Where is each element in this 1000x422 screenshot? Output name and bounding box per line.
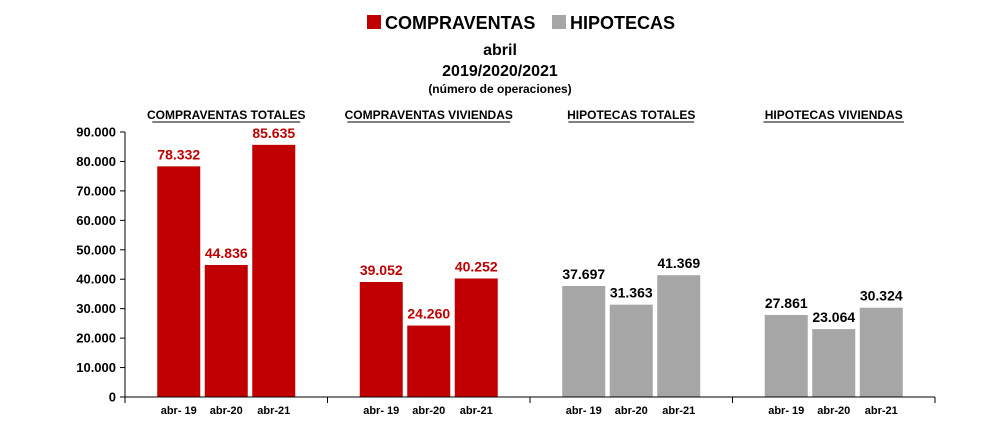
x-tick-label: abr- 19 [363, 405, 399, 417]
y-tick-label: 20.000 [76, 331, 116, 346]
group-title: HIPOTECAS VIVIENDAS [765, 108, 903, 122]
x-tick-label: abr- 19 [768, 405, 804, 417]
legend-label-2: HIPOTECAS [570, 13, 675, 33]
y-tick-label: 10.000 [76, 360, 116, 375]
y-tick-label: 60.000 [76, 213, 116, 228]
legend-swatch-1 [367, 15, 381, 29]
y-axis: 0 10.000 20.000 30.000 40.000 50.000 60.000 70.… [76, 125, 126, 405]
bar-value-label: 31.363 [610, 285, 653, 301]
group-title: HIPOTECAS TOTALES [567, 108, 695, 122]
chart-subtitle: (número de operaciones) [428, 82, 571, 96]
bar-value-label: 44.836 [205, 245, 248, 261]
bar [204, 264, 248, 397]
bar [407, 325, 451, 397]
bar [764, 314, 808, 397]
bar-value-label: 27.861 [765, 295, 808, 311]
bar-group-3: HIPOTECAS TOTALES 37.697 abr- 19 31.363 abr-… [562, 108, 700, 417]
x-tick-label: abr-20 [615, 405, 648, 417]
bar-value-label: 78.332 [157, 146, 200, 162]
group-title: COMPRAVENTAS TOTALES [147, 108, 305, 122]
y-tick-label: 90.000 [76, 125, 116, 140]
bar [157, 166, 201, 397]
y-tick-label: 50.000 [76, 242, 116, 257]
x-tick-label: abr-20 [210, 405, 243, 417]
y-tick-label: 40.000 [76, 272, 116, 287]
bar [359, 282, 403, 397]
bar-group-2: COMPRAVENTAS VIVIENDAS 39.052 abr- 19 24.26… [345, 108, 513, 417]
chart-title-month: abril [483, 42, 517, 59]
y-tick-label: 0 [109, 390, 116, 405]
x-tick-label: abr-21 [460, 405, 493, 417]
x-tick-label: abr-21 [662, 405, 695, 417]
bar [252, 144, 296, 397]
bar [859, 307, 903, 397]
bar [454, 278, 498, 397]
y-tick-label: 30.000 [76, 301, 116, 316]
y-tick-label: 80.000 [76, 154, 116, 169]
bar-value-label: 39.052 [360, 262, 403, 278]
bar-value-label: 40.252 [455, 258, 498, 274]
y-tick-label: 70.000 [76, 183, 116, 198]
x-tick-label: abr-20 [817, 405, 850, 417]
x-tick-label: abr-20 [412, 405, 445, 417]
bar-group-4: HIPOTECAS VIVIENDAS 27.861 abr- 19 23.064 ab… [763, 108, 905, 417]
bar [657, 275, 701, 397]
x-tick-label: abr- 19 [161, 405, 197, 417]
x-tick-label: abr-21 [257, 405, 290, 417]
group-title: COMPRAVENTAS VIVIENDAS [345, 108, 513, 122]
bar-value-label: 24.260 [407, 306, 450, 322]
legend-swatch-2 [552, 15, 566, 29]
bar [609, 304, 653, 397]
bar-groups: COMPRAVENTAS TOTALES 78.332 abr- 19 44.836 a… [147, 108, 905, 417]
bar-group-1: COMPRAVENTAS TOTALES 78.332 abr- 19 44.836 a… [147, 108, 305, 417]
x-axis [124, 396, 936, 403]
bar-value-label: 37.697 [562, 266, 605, 282]
bar [812, 329, 856, 397]
bar-value-label: 30.324 [860, 288, 903, 304]
legend: COMPRAVENTAS HIPOTECAS [367, 13, 675, 33]
x-tick-label: abr- 19 [566, 405, 602, 417]
legend-label-1: COMPRAVENTAS [385, 13, 535, 33]
x-tick-label: abr-21 [865, 405, 898, 417]
bar-value-label: 85.635 [252, 125, 295, 141]
chart-title-years: 2019/2020/2021 [442, 63, 558, 80]
bar-value-label: 23.064 [812, 309, 855, 325]
bar [562, 286, 606, 397]
bar-value-label: 41.369 [657, 255, 700, 271]
